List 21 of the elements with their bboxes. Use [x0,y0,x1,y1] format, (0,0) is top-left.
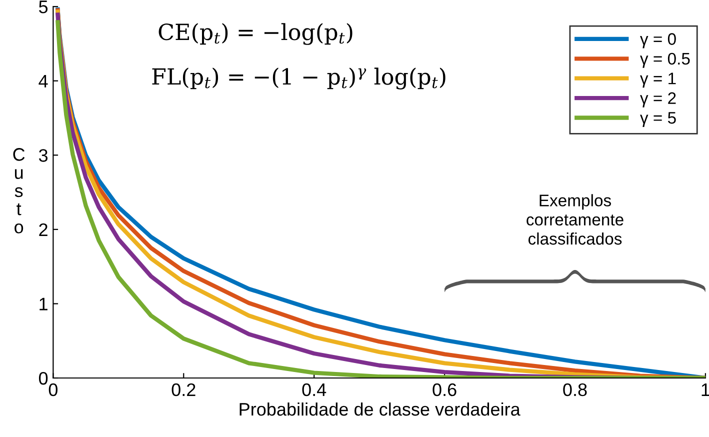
y-tick-label: 4 [38,74,48,88]
x-axis-title: Probabilidade de classe verdadeira [240,402,520,416]
annotation: Exemplos corretamente classificados [526,194,624,245]
text: FL(p$_{t}$) = −(1 − p$_{t}$)$^{γ}$ log(p$_{t}$) [152,68,446,90]
legend-label: γ = 5 [640,112,676,128]
y-tick-label: 1 [40,298,48,310]
y-tick-label: 3 [38,149,48,162]
x-tick-label: 0.8 [563,383,587,396]
y-axis-title: Custo [13,148,25,234]
y-tick-label: 5 [38,0,48,14]
legend-label: γ = 0 [640,33,676,48]
y-tick-label: 0 [38,372,48,385]
legend-label: γ = 1 [640,72,676,88]
legend-label: γ = 2 [640,92,676,108]
x-tick-label: 0.2 [172,383,196,396]
x-tick-label: 0 [48,383,58,396]
legend-label: γ = 0.5 [640,52,690,68]
annotation: CE(p$_{t}$) = −log(p$_{t}$) [158,23,352,45]
x-tick-label: 0.4 [302,383,326,396]
x-tick-label: 0.6 [432,383,456,396]
y-tick-label: 2 [39,223,48,236]
